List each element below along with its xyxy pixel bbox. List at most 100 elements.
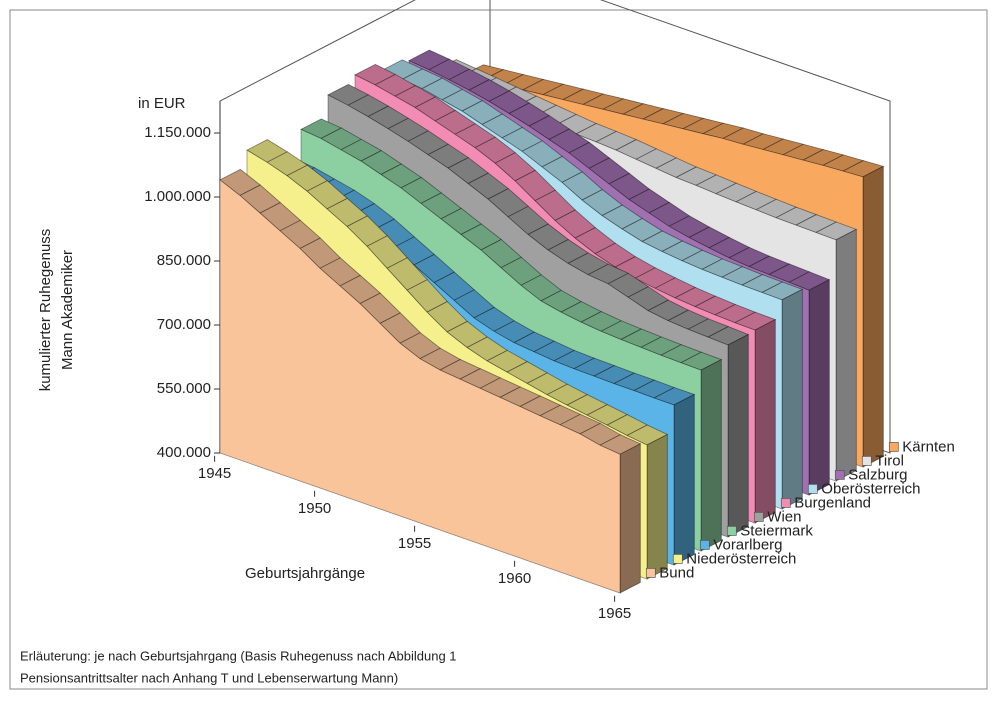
ribbon-top-shade [656,157,697,178]
ribbon-top-shade [823,154,864,172]
ribbon-top-shade [563,89,604,105]
ribbon-top-shade [675,287,716,307]
ribbon-top-shade [402,69,443,89]
ribbon-top-shade [307,180,348,209]
ribbon-top-shade [523,79,564,95]
x-tick-label: 1945 [198,465,231,482]
ribbon-top-shade [354,203,395,230]
ribbon-top-shade [583,94,624,110]
ribbon-top-shade [468,173,509,200]
ribbon-top-shade [669,215,710,238]
ribbon-top-shade [743,133,784,150]
ribbon-top-shade [628,286,669,311]
ribbon-top-shade [529,115,570,140]
ribbon-top-shade [607,414,648,436]
ribbon-top-shade [501,257,542,286]
y-tick-label: 400.000 [157,444,211,461]
ribbon-top-shade [394,236,435,265]
ribbon-top-shade [582,189,623,216]
ribbon-top-shade [587,404,628,426]
legend-label: Bund [659,564,694,581]
ribbon-top-shade [548,239,589,264]
ribbon-top-shade [347,216,388,247]
ribbon-top-shade [521,274,562,301]
ribbon-top-shade [702,258,743,278]
ribbon-top-shade [449,69,490,91]
ribbon-face [219,179,621,594]
ribbon-top-shade [561,301,602,323]
ribbon-top-shade [549,129,590,153]
ribbon-top-shade [475,137,516,164]
legend-label: Tirol [875,452,904,469]
legend-swatch [699,540,710,550]
ribbon-top-shade [321,128,362,150]
ribbon-top-shade [489,90,530,114]
ribbon-end-shade [647,434,668,579]
ribbon-top-shade [567,394,608,416]
ribbon-top-shade [616,139,657,160]
ribbon-top-shade [716,183,757,202]
legend-label: Steiermark [740,522,813,539]
ribbon-top-shade [348,94,389,117]
ribbon-top-shade [440,359,481,380]
ribbon-top-shade [375,74,416,97]
ribbon-top-shade [500,386,541,407]
ribbon-top-shade [494,320,535,343]
ribbon-top-shade [522,140,563,167]
ribbon-end-shade [701,359,722,551]
legend-swatch [861,456,872,466]
ribbon-top-shade [482,114,523,138]
ribbon-top-shade [300,238,341,269]
x-tick-label: 1955 [398,535,431,552]
ribbon-top-shade [328,84,369,106]
ribbon-top-shade [541,290,582,313]
ribbon-top-shade [749,256,790,275]
ribbon-top-shade [543,84,584,100]
ribbon-top-shade [654,387,695,405]
ribbon-top-shade [603,98,644,115]
ribbon-top-shade [469,79,510,102]
ribbon-top-shade [247,139,288,163]
x-tick-label: 1960 [498,570,531,587]
ribbon-top-shade [602,205,643,229]
ribbon-top-shade [568,252,609,275]
ribbon-end-shade [863,166,884,467]
ribbon-top-shade [401,177,442,204]
ribbon-top-shade [588,264,629,284]
plot [219,49,885,594]
ribbon-top-shade [515,170,556,201]
ribbon-top-shade [280,220,321,249]
legend-label: Burgenland [794,494,871,511]
ribbon-top-shade [682,250,723,270]
ribbon-top-shade [715,304,756,323]
ribbon-top-shade [368,106,409,129]
ribbon-top-shade [408,130,449,155]
ribbon-top-shade [575,227,616,254]
ribbon-top-shade [683,118,724,134]
ribbon-top-shade [696,174,737,194]
ribbon-top-shade [595,243,636,268]
ribbon-top-shade [554,350,595,369]
ribbon-top-shade [615,256,656,279]
ribbon-top-shade [627,425,668,445]
ribbon-top-shade [708,326,749,345]
ribbon-top-shade [340,275,381,304]
ribbon-top-shade [776,207,817,226]
ribbon-top-shade [623,103,664,120]
ribbon-top-shade [407,279,448,313]
legend-label: Salzburg [848,466,907,483]
ribbon-top-shade [614,373,655,391]
ribbon-top-shade [816,222,857,240]
ribbon-top-shade [756,199,797,218]
ribbon-top-shade [454,289,495,318]
ribbon-top-shade [634,380,675,398]
ribbon-top-shade [736,191,777,210]
ribbon-top-shade [462,100,503,125]
ribbon-top-shade [481,239,522,268]
ribbon-end-shade [836,229,857,481]
ribbon-top-shade [388,118,429,142]
ribbon-top-shade [762,282,803,300]
ribbon-end-shade [782,289,803,509]
ribbon-top-shade [661,344,702,363]
